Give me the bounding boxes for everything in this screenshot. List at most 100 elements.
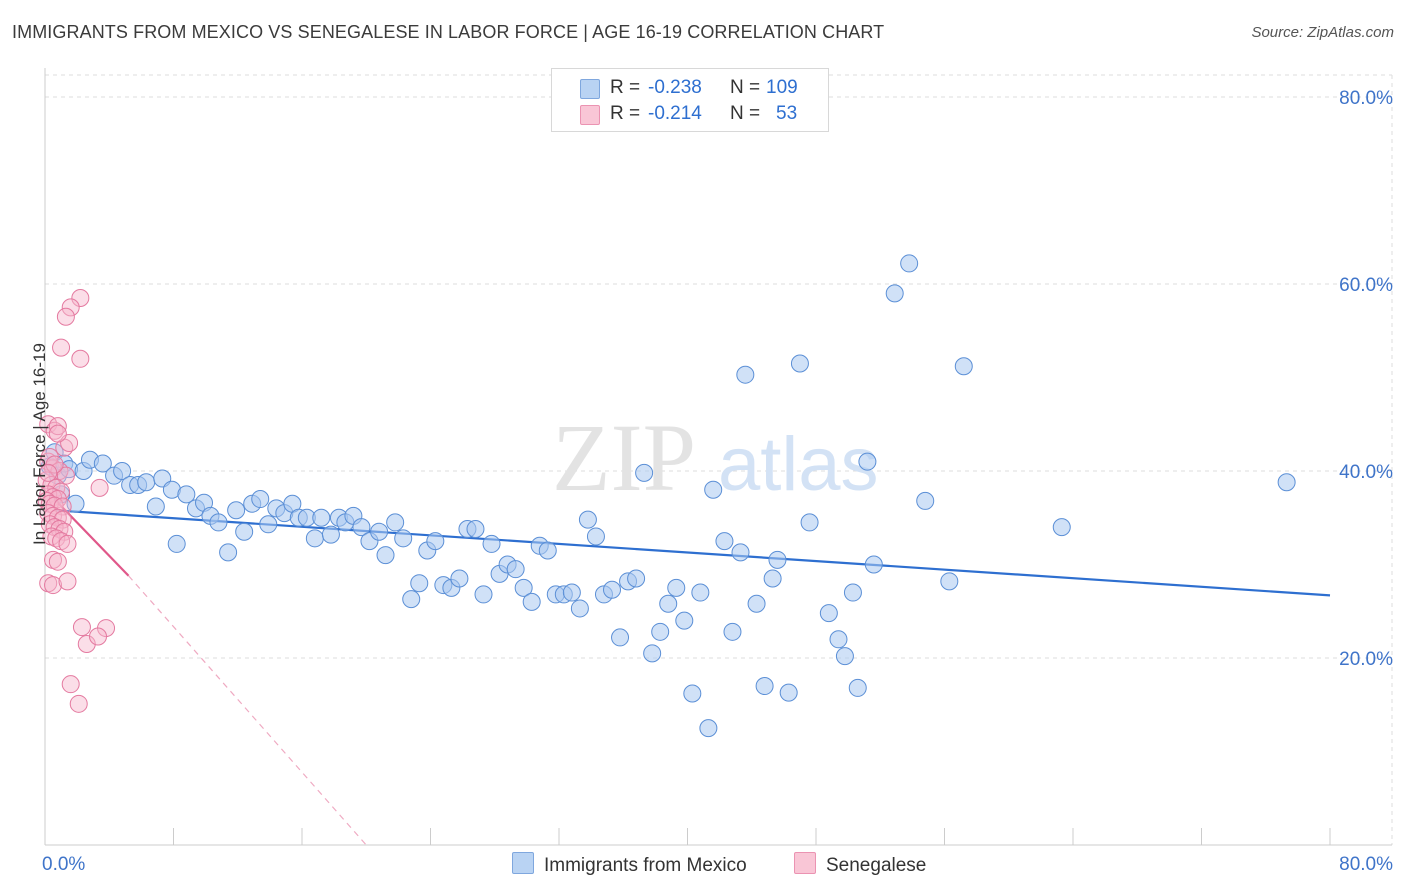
data-point-mexico xyxy=(209,513,228,532)
bottom-legend-senegalese: Senegalese xyxy=(794,852,926,877)
data-point-mexico xyxy=(916,491,935,510)
data-point-mexico xyxy=(450,569,469,588)
data-point-senegalese xyxy=(71,349,90,368)
legend-n-label: N = xyxy=(730,103,761,124)
watermark: ZIP atlas xyxy=(552,404,879,511)
data-point-senegalese xyxy=(48,424,67,443)
data-point-mexico xyxy=(410,574,429,593)
data-point-senegalese xyxy=(77,634,96,653)
legend-r-label: R = xyxy=(610,103,641,124)
data-point-mexico xyxy=(578,510,597,529)
data-point-mexico xyxy=(667,578,686,597)
legend-swatch-senegalese xyxy=(580,105,600,125)
data-point-mexico xyxy=(819,604,838,623)
trend-line-extension xyxy=(128,575,367,846)
data-point-mexico xyxy=(1052,518,1071,537)
data-point-mexico xyxy=(659,594,678,613)
data-point-mexico xyxy=(506,560,525,579)
y-tick-label: 80.0% xyxy=(1339,88,1393,109)
y-axis-label: In Labor Force | Age 16-19 xyxy=(30,343,49,545)
legend-n-value: 53 xyxy=(776,103,798,124)
data-point-mexico xyxy=(522,592,541,611)
data-point-mexico xyxy=(779,683,798,702)
data-point-senegalese xyxy=(44,576,63,595)
data-point-mexico xyxy=(321,525,340,544)
data-point-mexico xyxy=(93,454,112,473)
data-point-mexico xyxy=(691,583,710,602)
y-tick-label: 40.0% xyxy=(1339,462,1393,483)
data-point-mexico xyxy=(370,522,389,541)
data-point-mexico xyxy=(768,550,787,569)
legend-row-mexico: R = -0.238 N = 109 xyxy=(552,75,828,101)
axis-tick-labels: 20.0% 40.0% 60.0% 80.0% 0.0% 80.0% xyxy=(42,88,1393,875)
data-point-mexico xyxy=(611,628,630,647)
data-point-mexico xyxy=(829,630,848,649)
data-point-mexico xyxy=(376,546,395,565)
data-point-mexico xyxy=(177,485,196,504)
data-point-mexico xyxy=(954,357,973,376)
data-point-mexico xyxy=(167,534,186,553)
data-point-senegalese xyxy=(69,694,88,713)
data-point-mexico xyxy=(755,677,774,696)
data-point-mexico xyxy=(586,527,605,546)
legend-r-value: -0.238 xyxy=(648,77,702,98)
data-point-mexico xyxy=(386,513,405,532)
data-point-mexico xyxy=(736,365,755,384)
data-point-mexico xyxy=(514,578,533,597)
data-point-mexico xyxy=(885,284,904,303)
data-point-mexico xyxy=(627,569,646,588)
legend-r-label: R = xyxy=(610,77,641,98)
y-tick-label: 60.0% xyxy=(1339,275,1393,296)
chart-source: Source: ZipAtlas.com xyxy=(1251,24,1394,41)
data-point-mexico xyxy=(835,647,854,666)
data-point-mexico xyxy=(864,555,883,574)
trend-lines xyxy=(49,493,1331,846)
data-point-mexico xyxy=(715,532,734,551)
data-point-senegalese xyxy=(56,307,75,326)
legend-n-label: N = xyxy=(730,77,761,98)
data-point-senegalese xyxy=(61,298,80,317)
x-tick-label: 80.0% xyxy=(1339,854,1393,875)
bottom-legend-label-mexico: Immigrants from Mexico xyxy=(544,855,747,876)
data-point-senegalese xyxy=(52,338,71,357)
series-mexico-points xyxy=(40,254,1296,738)
axis-ticks xyxy=(44,828,1331,845)
data-point-senegalese xyxy=(89,627,108,646)
data-point-mexico xyxy=(699,719,718,738)
data-point-mexico xyxy=(227,501,246,520)
data-point-mexico xyxy=(219,543,238,562)
data-point-senegalese xyxy=(48,552,67,571)
data-point-mexico xyxy=(259,515,278,534)
data-point-mexico xyxy=(731,543,750,562)
data-point-mexico xyxy=(402,590,421,609)
legend-row-senegalese: R = -0.214 N = 53 xyxy=(552,101,828,127)
data-point-senegalese xyxy=(39,485,58,504)
data-point-mexico xyxy=(312,508,331,527)
correlation-legend: R = -0.238 N = 109 R = -0.214 N = 53 xyxy=(551,68,829,132)
legend-swatch-mexico xyxy=(580,79,600,99)
data-point-mexico xyxy=(858,452,877,471)
watermark-zip: ZIP xyxy=(552,404,696,511)
bottom-legend-swatch-mexico xyxy=(512,852,534,874)
data-point-mexico xyxy=(482,534,501,553)
data-point-mexico xyxy=(426,532,445,551)
data-point-mexico xyxy=(305,529,324,548)
data-point-mexico xyxy=(848,678,867,697)
data-point-mexico xyxy=(562,583,581,602)
data-point-mexico xyxy=(940,572,959,591)
legend-n-value: 109 xyxy=(766,77,798,98)
data-point-mexico xyxy=(723,622,742,641)
data-point-mexico xyxy=(747,594,766,613)
data-point-senegalese xyxy=(58,534,77,553)
data-point-mexico xyxy=(113,462,132,480)
data-point-senegalese xyxy=(48,417,67,436)
data-point-mexico xyxy=(235,522,254,541)
data-point-mexico xyxy=(146,497,165,516)
bottom-legend-mexico: Immigrants from Mexico xyxy=(512,852,747,877)
data-point-mexico xyxy=(538,541,557,560)
data-point-mexico xyxy=(651,622,670,641)
bottom-legend-swatch-senegalese xyxy=(794,852,816,874)
data-point-mexico xyxy=(394,529,413,548)
data-point-mexico xyxy=(251,490,270,509)
data-point-senegalese xyxy=(58,572,77,591)
